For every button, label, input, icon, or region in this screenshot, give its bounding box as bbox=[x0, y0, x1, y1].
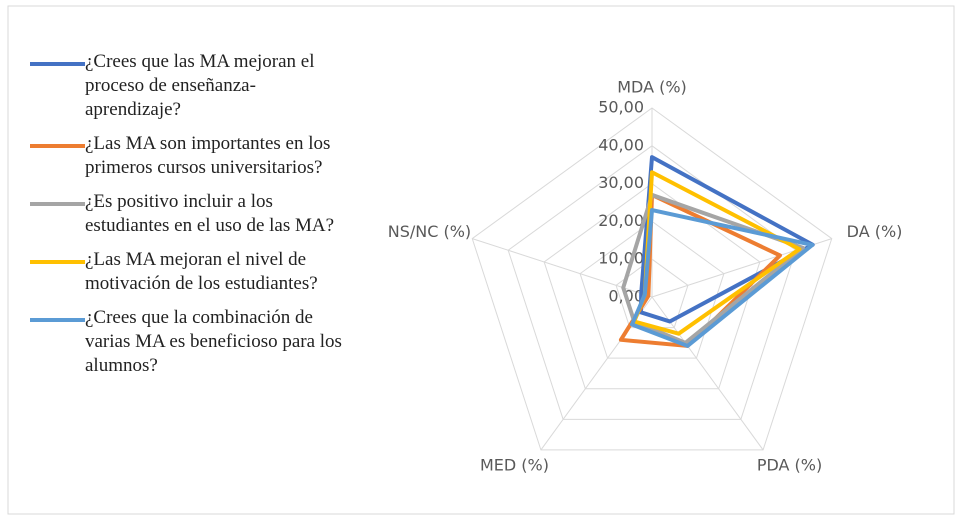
series-line bbox=[630, 208, 815, 348]
series-line bbox=[638, 155, 815, 324]
legend-label: ¿Las MA mejoran el nivel de motivación d… bbox=[85, 249, 318, 294]
axis-label: NS/NC (%) bbox=[388, 222, 471, 241]
axis-label: MED (%) bbox=[480, 456, 549, 475]
grid-ring bbox=[543, 182, 761, 390]
tick-label: 40,00 bbox=[598, 135, 644, 154]
tick-label: 10,00 bbox=[598, 249, 644, 268]
tick-label: 50,00 bbox=[598, 98, 644, 117]
grid-ring bbox=[471, 107, 833, 451]
legend-item: ¿Crees que las MA mejoran el proceso de … bbox=[30, 50, 350, 122]
series-line bbox=[618, 192, 782, 348]
legend-label: ¿Crees que las MA mejoran el proceso de … bbox=[85, 51, 315, 120]
tick-label: 20,00 bbox=[598, 211, 644, 230]
legend-item: ¿Las MA mejoran el nivel de motivación d… bbox=[30, 248, 350, 296]
axis-label: MDA (%) bbox=[617, 78, 687, 97]
tick-label: 30,00 bbox=[598, 173, 644, 192]
legend-swatch bbox=[30, 318, 85, 322]
legend-item: ¿Es positivo incluir a los estudiantes e… bbox=[30, 190, 350, 238]
axis-label: PDA (%) bbox=[757, 456, 822, 475]
legend-swatch bbox=[30, 260, 85, 264]
legend-swatch bbox=[30, 62, 85, 66]
legend: ¿Crees que las MA mejoran el proceso de … bbox=[30, 50, 350, 388]
legend-label: ¿Las MA son importantes en los primeros … bbox=[85, 133, 331, 178]
grid-ring bbox=[579, 220, 725, 359]
legend-label: ¿Es positivo incluir a los estudiantes e… bbox=[85, 191, 335, 236]
axis-label: DA (%) bbox=[847, 222, 903, 241]
legend-item: ¿Crees que la combinación de varias MA e… bbox=[30, 306, 350, 378]
legend-swatch bbox=[30, 144, 85, 148]
legend-label: ¿Crees que la combinación de varias MA e… bbox=[85, 307, 342, 376]
legend-item: ¿Las MA son importantes en los primeros … bbox=[30, 132, 350, 180]
legend-swatch bbox=[30, 202, 85, 206]
